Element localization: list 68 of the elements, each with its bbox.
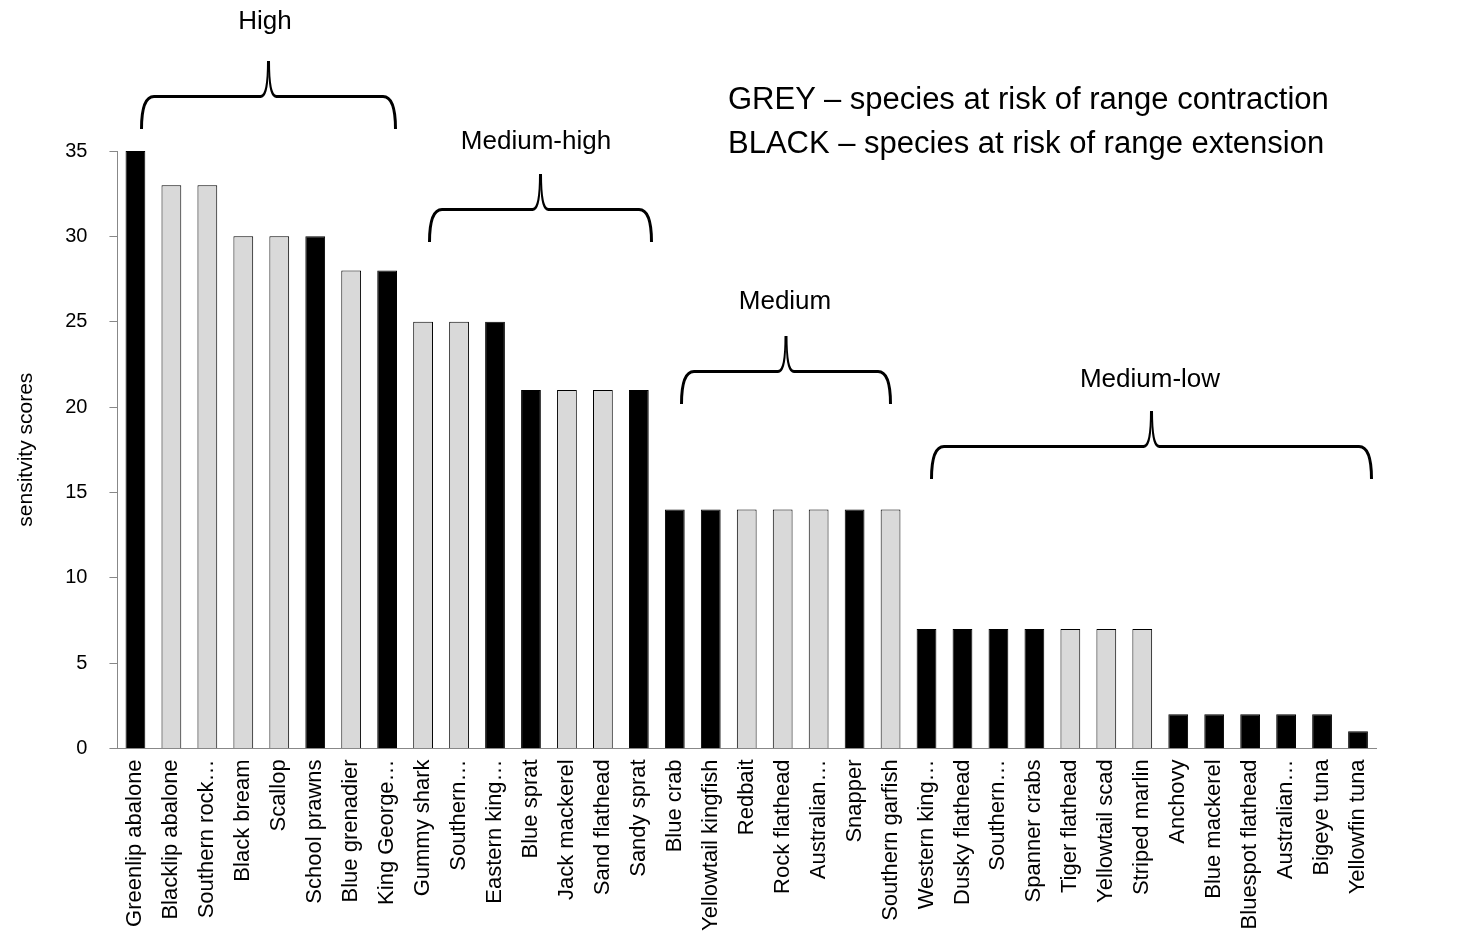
x-tick-label: Dusky flathead [948,759,974,905]
bar [1168,714,1189,748]
bar [1204,714,1225,748]
bar [952,628,973,748]
x-tick-label: Blue crab [660,759,686,853]
y-tick-label: 10 [65,565,88,588]
bar [916,628,937,748]
bar [125,151,146,748]
x-tick-label: Western king… [912,759,938,910]
bar [521,389,541,748]
x-tick-label: Blue grenadier [337,759,363,903]
x-tick-label: Australian… [804,759,830,880]
x-tick-label: Snapper [840,759,866,843]
x-tick-label: Yellowtail scad [1092,759,1118,903]
x-tick-label: Gummy shark [409,758,435,897]
bar [664,509,685,748]
bar [988,628,1009,748]
bar [1024,628,1045,748]
x-tick-label: School prawns [301,759,327,904]
x-tick-label: Rock flathead [768,759,794,894]
x-tick-label: Blue sprat [517,759,543,859]
x-tick-label: Tiger flathead [1056,759,1082,894]
text: GREY – species at risk of range contraction [728,80,1329,116]
y-tick-label: 20 [65,394,88,417]
y-tick-label: 35 [65,138,88,161]
x-tick-label: Blue mackerel [1200,759,1226,899]
x-tick-label: Spanner crabs [1020,759,1046,903]
bar [844,509,865,748]
x-tick-label: Greenlip abalone [121,759,147,927]
bar [305,236,326,748]
x-tick-label: Jack mackerel [552,759,578,900]
x-tick-label: Anchovy [1164,759,1190,844]
x-tick-label: Scallop [265,759,291,832]
x-tick-label: Yellowfin tuna [1344,758,1370,895]
y-tick-label: 25 [65,309,88,332]
x-tick-label: Australian… [1272,759,1298,880]
bar [628,389,649,748]
x-tick-label: Bigeye tuna [1308,758,1334,876]
x-tick-label: King George… [373,759,399,905]
annotation: Medium-high [460,125,612,156]
x-tick-label: Bluespot flathead [1236,759,1262,930]
bar [1240,714,1261,748]
y-tick-label: 0 [76,735,88,758]
text: High [238,5,292,36]
x-tick-label: Southern garfish [876,759,902,921]
x-tick-label: Southern… [984,759,1010,871]
x-tick-label: Sand flathead [588,759,614,896]
bar [1312,714,1332,748]
y-tick-label: 5 [76,650,88,673]
y-tick-label: 15 [65,479,88,502]
x-tick-label: Redbait [732,759,758,836]
x-tick-label: Blacklip abalone [157,759,183,920]
bar [700,509,721,748]
x-tick-label: Eastern king… [481,759,507,904]
x-tick-label: Sandy sprat [624,759,650,877]
x-tick-label: Black bream [229,759,255,882]
x-tick-label: Southern rock… [193,759,219,919]
bar [377,270,398,748]
annotation: Medium-low [1079,363,1221,394]
annotation: BLACK – species at risk of range extension [728,124,1325,160]
bar [1276,714,1296,748]
x-tick-label: Striped marlin [1128,759,1154,896]
bar [485,321,505,748]
x-tick-label: Southern… [445,759,471,871]
annotation: Medium [738,285,832,316]
y-tick-label: 30 [65,223,88,246]
x-tick-label: Yellowtail kingfish [696,759,722,932]
y-axis-title: sensitvity scores [13,372,37,527]
